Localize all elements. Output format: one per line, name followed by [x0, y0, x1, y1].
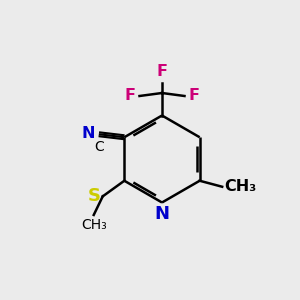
- Text: F: F: [188, 88, 199, 104]
- Text: S: S: [88, 187, 101, 205]
- Text: C: C: [94, 140, 104, 154]
- Text: N: N: [154, 205, 169, 223]
- Text: CH₃: CH₃: [225, 179, 257, 194]
- Text: CH₃: CH₃: [81, 218, 106, 232]
- Text: F: F: [157, 64, 167, 80]
- Text: F: F: [125, 88, 136, 104]
- Text: N: N: [82, 126, 95, 141]
